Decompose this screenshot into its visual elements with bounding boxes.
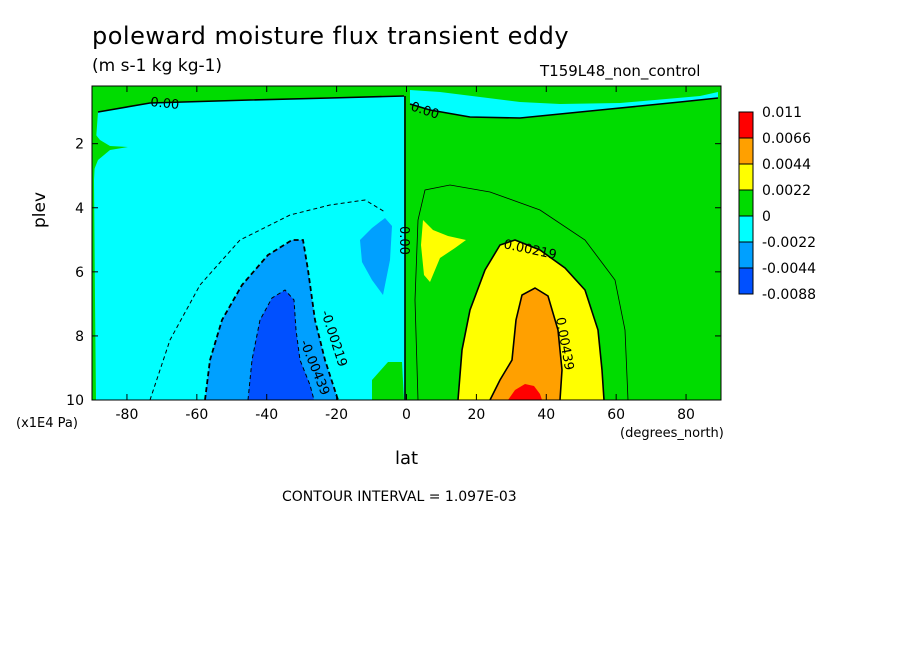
y-tick-label: 4 (75, 201, 84, 217)
x-tick-label: 40 (537, 407, 555, 423)
colorbar-label: -0.0022 (762, 235, 816, 251)
x-tick-label: -80 (116, 407, 139, 423)
y-tick-label: 6 (75, 265, 84, 281)
contour-pos-outer (414, 184, 629, 400)
contour-neg-dashed-outer (149, 199, 386, 400)
y-tick-label: 8 (75, 329, 84, 345)
fill-level-green-blob (372, 362, 404, 400)
fill-level-green-sliver (92, 130, 128, 175)
contour-pos-2 (489, 287, 563, 400)
fill-level-blue-small (360, 218, 392, 295)
colorbar-swatch (738, 111, 754, 139)
fill-level-red (508, 384, 542, 400)
colorbar: 0.011 0.0066 0.0044 0.0022 0 -0.0022 -0.0044 -0… (738, 105, 816, 303)
fill-level-yellow-north (458, 240, 604, 400)
contour-zero-nh (409, 97, 719, 119)
contour-pos-1 (457, 239, 605, 400)
colorbar-label: 0.0044 (762, 157, 811, 173)
y-tick-label: 10 (66, 393, 84, 409)
fill-level-yellow-small (421, 220, 466, 282)
axes: -80 -60 -40 -20 0 20 40 60 80 2 4 6 8 10 (66, 86, 721, 423)
colorbar-label: 0 (762, 209, 771, 225)
contour-zero-sh (97, 95, 405, 113)
plot-frame (91, 85, 722, 401)
colorbar-swatch (738, 215, 754, 243)
y-tick-label: 2 (75, 137, 84, 153)
colorbar-label: 0.0022 (762, 183, 811, 199)
x-tick-label: 80 (677, 407, 695, 423)
colorbar-swatch (738, 137, 754, 165)
fill-level-cyan-south (94, 96, 405, 400)
contour-label: 0.00 (409, 100, 441, 123)
contour-label: 0.00 (150, 95, 180, 113)
contour-neg-dashed-2 (247, 289, 315, 400)
colorbar-label: 0.0066 (762, 131, 811, 147)
contour-label: 0.00 (396, 226, 411, 255)
contour-label-group: 0.00 0.00 0.00 0.00219 0.00439 -0.00219 … (150, 95, 577, 398)
colorbar-swatch (738, 267, 754, 295)
contour-fill (92, 86, 721, 400)
x-tick-label: -40 (255, 407, 278, 423)
contour-label: -0.00439 (296, 338, 332, 398)
colorbar-label: -0.0044 (762, 261, 816, 277)
contour-label: 0.00219 (502, 237, 558, 263)
run-name: T159L48_non_control (540, 62, 701, 80)
fill-level-blue-south (205, 240, 338, 400)
contour-lines (97, 95, 719, 400)
x-axis-unit: (degrees_north) (620, 426, 724, 441)
fill-level-green (92, 86, 721, 400)
fill-level-deep-blue (248, 290, 314, 400)
contour-interval: CONTOUR INTERVAL = 1.097E-03 (282, 489, 517, 505)
colorbar-label: -0.0088 (762, 287, 816, 303)
x-tick-label: 20 (467, 407, 485, 423)
contour-label: 0.00439 (552, 316, 576, 372)
y-axis-label: plev (30, 191, 50, 228)
x-axis-label: lat (395, 448, 419, 469)
fill-level-orange (490, 288, 562, 400)
colorbar-swatch (738, 241, 754, 269)
chart-title: poleward moisture flux transient eddy (92, 22, 570, 50)
fill-level-cyan-north (410, 90, 718, 118)
colorbar-swatch (738, 189, 754, 217)
colorbar-swatch (738, 163, 754, 191)
x-tick-label: 60 (607, 407, 625, 423)
contour-label: -0.00219 (317, 309, 349, 369)
chart-units: (m s-1 kg kg-1) (92, 56, 223, 76)
x-tick-label: 0 (402, 407, 411, 423)
x-tick-label: -60 (185, 407, 208, 423)
y-axis-unit: (x1E4 Pa) (16, 416, 78, 431)
x-tick-label: -20 (325, 407, 348, 423)
contour-neg-dashed-1 (204, 239, 339, 400)
colorbar-label: 0.011 (762, 105, 802, 121)
